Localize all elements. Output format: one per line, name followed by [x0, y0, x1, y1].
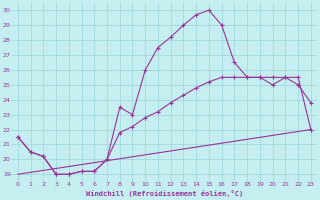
X-axis label: Windchill (Refroidissement éolien,°C): Windchill (Refroidissement éolien,°C) [86, 190, 243, 197]
